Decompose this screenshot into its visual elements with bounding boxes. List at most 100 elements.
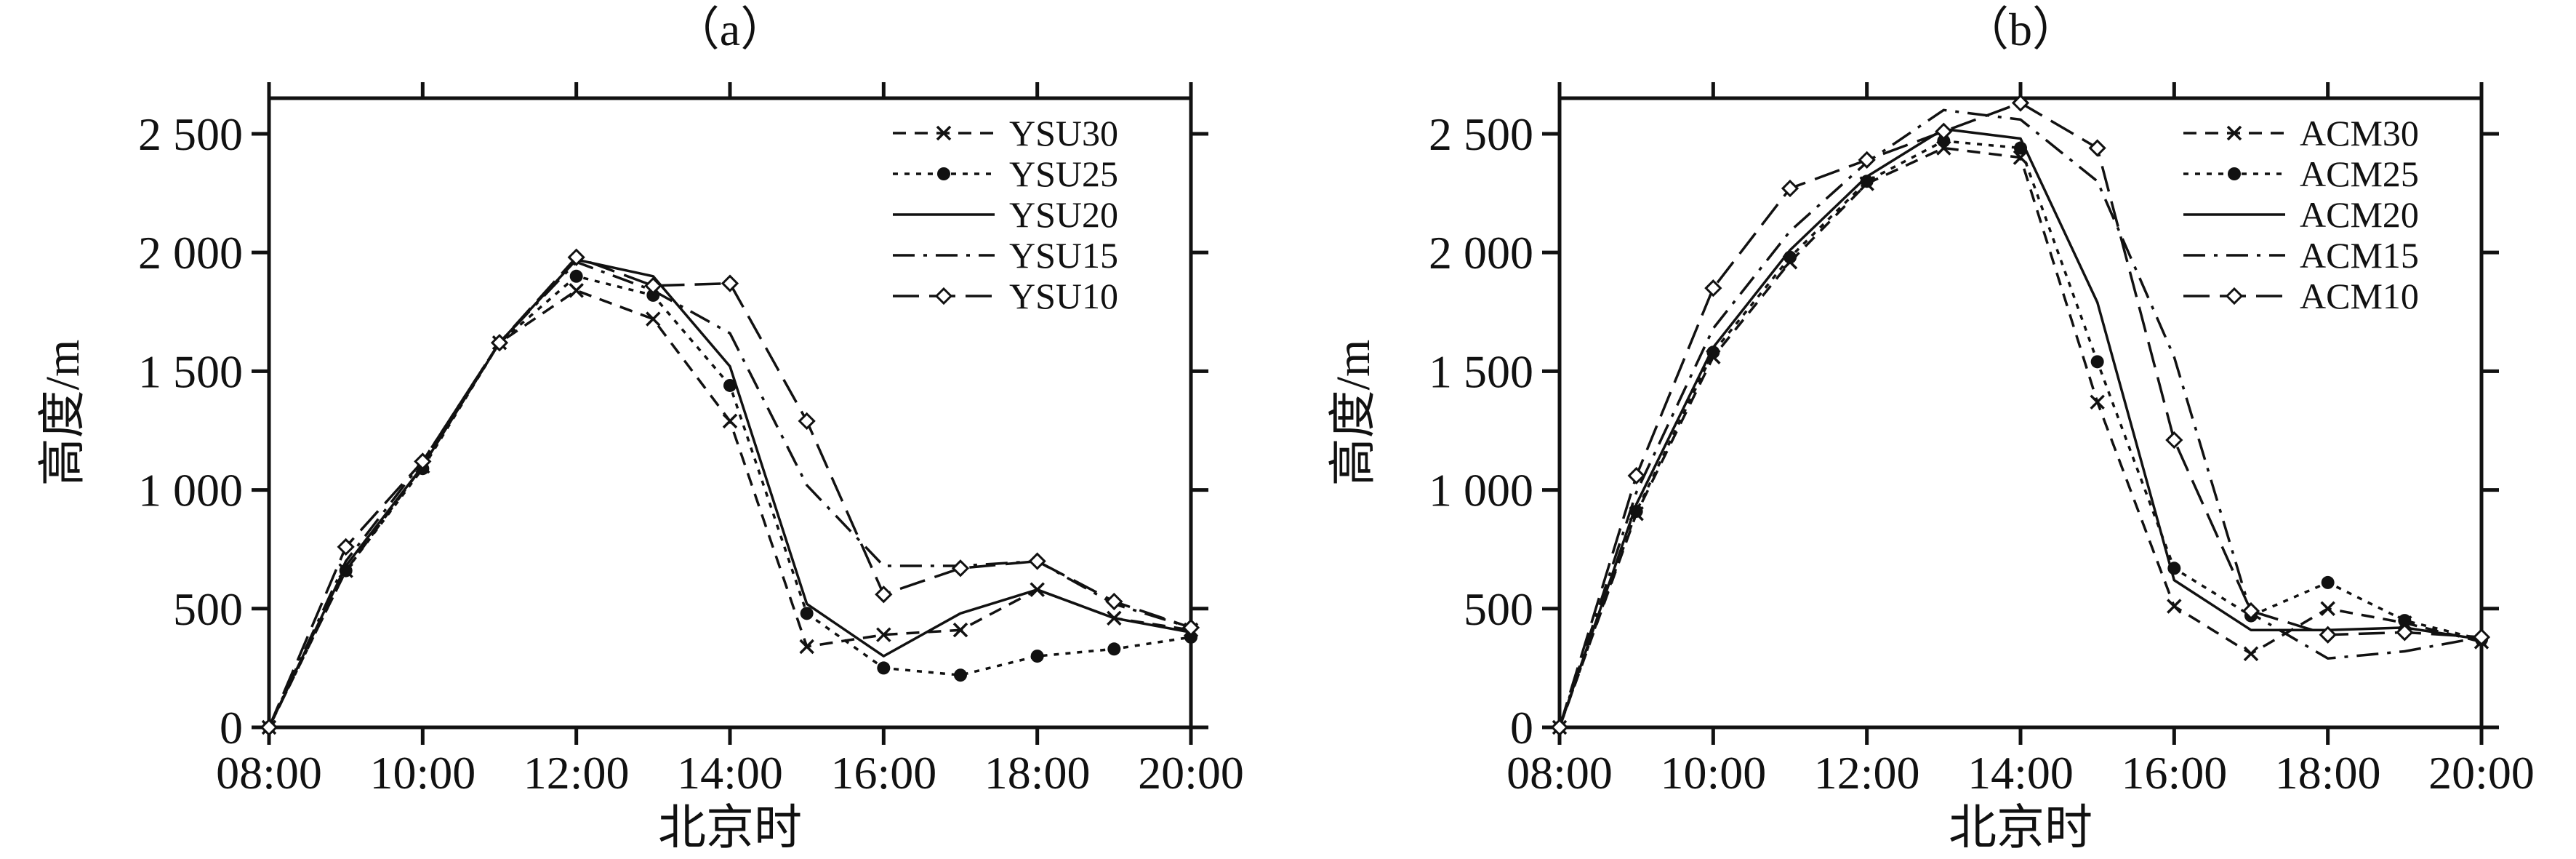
data-point [877,661,891,675]
data-point [569,283,584,298]
legend-label: YSU10 [1009,276,1118,316]
data-point [2320,601,2335,617]
legend-label: YSU30 [1009,113,1118,153]
legend-label: ACM30 [2300,113,2419,153]
series-acm10 [1550,94,2491,737]
data-point [1704,279,1722,297]
data-point [876,627,891,642]
data-point [954,668,967,682]
y-tick-label: 2 000 [1429,227,1533,279]
series-ysu20 [268,258,1192,728]
legend-item: ACM15 [2183,235,2419,276]
x-tick-label: 14:00 [677,747,783,799]
data-point [414,452,432,471]
legend-marker [2225,287,2244,305]
series-ysu10 [260,248,1200,737]
y-tick-label: 2 000 [138,227,243,279]
data-point [2319,626,2337,644]
data-point [1181,618,1200,637]
data-point [2243,646,2259,662]
data-point [951,559,970,578]
data-point [2472,628,2491,647]
y-tick-label: 0 [1510,702,1533,754]
data-point [2242,602,2260,620]
data-point [1781,179,1799,198]
y-tick-label: 500 [173,583,243,635]
series-ysu25 [262,269,1197,734]
legend-label: ACM20 [2300,194,2419,235]
legend-marker [2226,125,2242,141]
y-axis-title: 高度/m [36,340,89,487]
x-axis-title: 北京时 [1949,802,2093,855]
series-ysu30 [261,283,1199,735]
x-tick-label: 12:00 [523,747,630,799]
data-point [337,538,355,556]
data-point [2090,394,2105,410]
data-point [721,274,739,292]
data-point [646,311,661,327]
panel-b: 08:00 10:00 12:00 14:00 16:00 18:00 20:00 0 500 1… [1327,4,2535,855]
panel-a: 08:00 10:00 12:00 14:00 16:00 18:00 20:00 0 500 1… [36,4,1244,855]
data-point [1105,592,1123,611]
series-line [268,275,1192,728]
legend-item: YSU25 [893,153,1118,194]
x-tick-label: 20:00 [2428,747,2535,799]
data-point [2396,623,2414,642]
data-point [2167,599,2182,614]
data-point [1858,151,1876,169]
legend-item: ACM10 [2183,276,2419,316]
legend-item: YSU15 [893,235,1118,276]
data-point [567,248,585,266]
legend-marker [937,167,950,180]
data-point [1030,650,1044,663]
series-line [1558,108,2482,728]
x-tick-label: 18:00 [984,747,1091,799]
legend-item: ACM20 [2183,194,2419,235]
x-tick-label: 20:00 [1138,747,1244,799]
x-tick-label: 16:00 [2121,747,2227,799]
series-line [268,258,1192,728]
x-tick-label: 12:00 [1814,747,1920,799]
legend-marker [934,287,953,305]
series-line [268,260,1192,728]
y-tick-label: 0 [220,702,243,754]
x-tick-label: 08:00 [1506,747,1613,799]
data-point [1627,466,1645,485]
data-point [1550,718,1569,737]
data-point [2088,139,2106,157]
legend-item: ACM25 [2183,153,2419,194]
legend-label: ACM15 [2300,235,2419,276]
x-axis-title: 北京时 [658,802,802,855]
x-tick-label: 08:00 [216,747,322,799]
legend-label: YSU25 [1009,153,1118,194]
x-tick-label: 10:00 [1660,747,1766,799]
data-point [260,718,278,737]
data-point [569,269,583,283]
y-axis-title: 高度/m [1327,340,1380,487]
legend-label: YSU20 [1009,194,1118,235]
data-point [490,334,509,352]
data-point [644,276,662,295]
data-point [722,413,738,429]
y-tick-label: 2 500 [138,108,243,160]
legend-item: YSU20 [893,194,1118,235]
data-point [2398,614,2412,628]
panel-label: （a） [673,4,787,55]
x-tick-label: 14:00 [1967,747,2074,799]
data-point [2090,355,2104,369]
data-point [1107,642,1121,656]
y-tick-label: 1 500 [1429,345,1533,397]
data-point [799,639,814,655]
legend-label: ACM10 [2300,276,2419,316]
x-tick-label: 16:00 [830,747,936,799]
legend-marker [2228,167,2241,180]
legend-label: ACM25 [2300,153,2419,194]
data-point [1935,122,1953,140]
data-point [2011,94,2030,112]
series-line [268,255,1192,728]
data-point [723,378,737,392]
x-tick-label: 10:00 [369,747,476,799]
